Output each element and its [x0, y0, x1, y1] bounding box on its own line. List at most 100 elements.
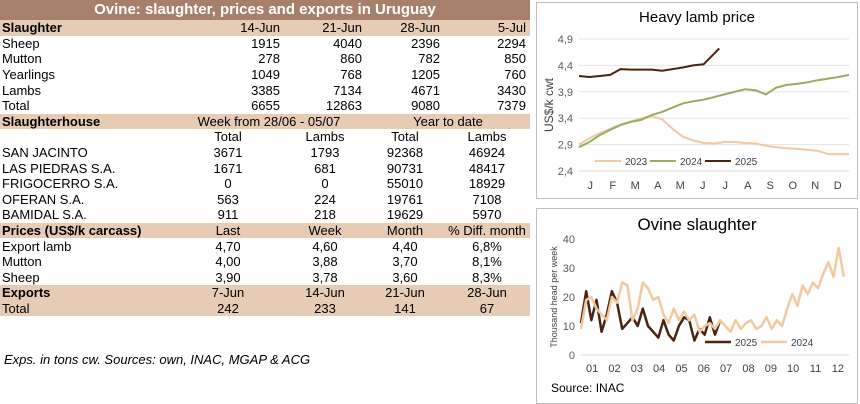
cell: 3,78: [312, 269, 338, 285]
cell: 3,70: [392, 254, 418, 270]
cell: 3671: [213, 145, 243, 161]
cell: 278: [258, 51, 280, 67]
y-tick-label: 40: [563, 234, 575, 246]
ovine-slaughter-chart: Ovine slaughter 0 10 20 30 40 01 02 03 04 05 06 07 0…: [536, 208, 858, 404]
column-header: Week: [284, 222, 366, 239]
table-row: Total 6655 12863 9080 7379: [0, 98, 530, 114]
heavy-lamb-price-chart: Heavy lamb price 2,4 2,9 3,4 3,9 4,4 4,9 J F M A M…: [536, 2, 858, 199]
cell: 48417: [468, 160, 506, 176]
row-label: Mutton: [2, 51, 42, 67]
table-row: Mutton 4,00 3,88 3,70 8,1%: [0, 254, 530, 270]
row-label: BAMIDAL S.A.: [2, 207, 87, 223]
column-header: Last: [172, 222, 284, 239]
cell: 12863: [325, 98, 362, 114]
cell: 1793: [310, 145, 340, 161]
cell: 4,70: [215, 238, 241, 254]
chart-title: Heavy lamb price: [639, 9, 755, 26]
y-axis-label: Thousand head per week: [549, 246, 559, 348]
cell: 242: [172, 300, 284, 317]
table-row: FRIGOCERRO S.A. 0 0 55010 18929: [0, 176, 530, 192]
row-label: FRIGOCERRO S.A.: [2, 176, 119, 192]
row-label: Sheep: [2, 269, 40, 285]
cell: 850: [504, 51, 526, 67]
prices-header-row: Prices (US$/k carcass) Last Week Month %…: [0, 222, 530, 239]
cell: 3430: [497, 82, 526, 98]
cell: 911: [217, 207, 239, 223]
row-label: Yearlings: [2, 67, 56, 83]
legend-label-2023: 2023: [625, 157, 648, 168]
x-tick-label: 08: [742, 363, 754, 375]
cell: 19629: [386, 207, 424, 223]
x-tick-label: 12: [832, 363, 844, 375]
slaughterhouse-cols-row: Total Lambs Total Lambs: [0, 129, 530, 145]
row-label: Total: [0, 300, 172, 317]
table-row: Mutton 278 860 782 850: [0, 51, 530, 67]
table-row: Yearlings 1049 768 1205 760: [0, 67, 530, 83]
week-range-label: Week from 28/06 - 05/07: [172, 113, 366, 130]
ovine-data-table: Slaughter 14-Jun 21-Jun 28-Jun 5-Jul She…: [0, 20, 530, 317]
chart-title: Ovine slaughter: [637, 215, 757, 234]
cell: 4,60: [312, 238, 338, 254]
cell: 233: [284, 300, 366, 317]
row-label: Export lamb: [2, 238, 72, 254]
slaughter-header-row: Slaughter 14-Jun 21-Jun 28-Jun 5-Jul: [0, 20, 530, 36]
cell: 9080: [411, 98, 440, 114]
row-label: OFERAN S.A.: [2, 191, 85, 207]
x-tick-label: O: [788, 180, 797, 192]
row-label: Sheep: [2, 35, 40, 51]
x-tick-label: 10: [787, 363, 799, 375]
cell: 563: [217, 191, 239, 207]
cell: 782: [418, 51, 440, 67]
cell: 67: [444, 300, 530, 317]
slaughterhouse-header-row: Slaughterhouse Week from 28/06 - 05/07 Y…: [0, 113, 530, 130]
exports-date: 21-Jun: [366, 285, 444, 301]
cell: 90731: [386, 160, 424, 176]
cell: 1049: [251, 67, 280, 83]
year-to-date-label: Year to date: [366, 113, 530, 130]
table-row: Export lamb 4,70 4,60 4,40 6,8%: [0, 238, 530, 254]
y-tick-label: 4,4: [558, 60, 573, 72]
slaughter-date: 21-Jun: [284, 20, 366, 36]
series-line-2024: [579, 246, 846, 334]
column-header: Lambs: [305, 129, 345, 145]
x-tick-label: J: [588, 180, 594, 192]
cell: 19761: [386, 191, 424, 207]
cell: 1671: [213, 160, 243, 176]
cell: 6655: [251, 98, 280, 114]
table-row: SAN JACINTO 3671 1793 92368 46924: [0, 145, 530, 161]
x-tick-label: 01: [586, 363, 598, 375]
cell: 218: [314, 207, 336, 223]
x-tick-label: 02: [608, 363, 620, 375]
x-tick-label: 03: [631, 363, 643, 375]
table-row: LAS PIEDRAS S.A. 1671 681 90731 48417: [0, 160, 530, 176]
row-label: Mutton: [2, 254, 42, 270]
cell: 681: [314, 160, 336, 176]
banner-title: Ovine: slaughter, prices and exports in …: [0, 0, 530, 20]
x-tick-label: M: [676, 180, 685, 192]
y-tick-label: 10: [563, 321, 575, 333]
y-tick-label: 2,4: [558, 166, 573, 178]
slaughter-date: 28-Jun: [366, 20, 444, 36]
cell: 8,1%: [472, 254, 502, 270]
slaughter-header: Slaughter: [0, 20, 172, 36]
cell: 2396: [411, 35, 440, 51]
x-tick-label: 06: [698, 363, 710, 375]
column-header: Lambs: [467, 129, 507, 145]
cell: 0: [224, 176, 232, 192]
slaughter-date: 14-Jun: [172, 20, 284, 36]
x-tick-label: J: [700, 180, 706, 192]
y-tick-label: 3,9: [558, 87, 573, 99]
slaughterhouse-header: Slaughterhouse: [0, 113, 172, 130]
exports-date: 28-Jun: [444, 285, 530, 301]
cell: 4040: [333, 35, 362, 51]
cell: 768: [340, 67, 362, 83]
row-label: Total: [2, 98, 30, 114]
uruguay-ovine-table-panel: Ovine: slaughter, prices and exports in …: [0, 0, 530, 367]
x-tick-label: F: [609, 180, 616, 192]
column-header: Total: [214, 129, 242, 145]
cell: 3385: [251, 82, 280, 98]
table-row: BAMIDAL S.A. 911 218 19629 5970: [0, 207, 530, 223]
cell: 46924: [468, 145, 506, 161]
cell: 4,00: [215, 254, 241, 270]
cell: 6,8%: [472, 238, 502, 254]
